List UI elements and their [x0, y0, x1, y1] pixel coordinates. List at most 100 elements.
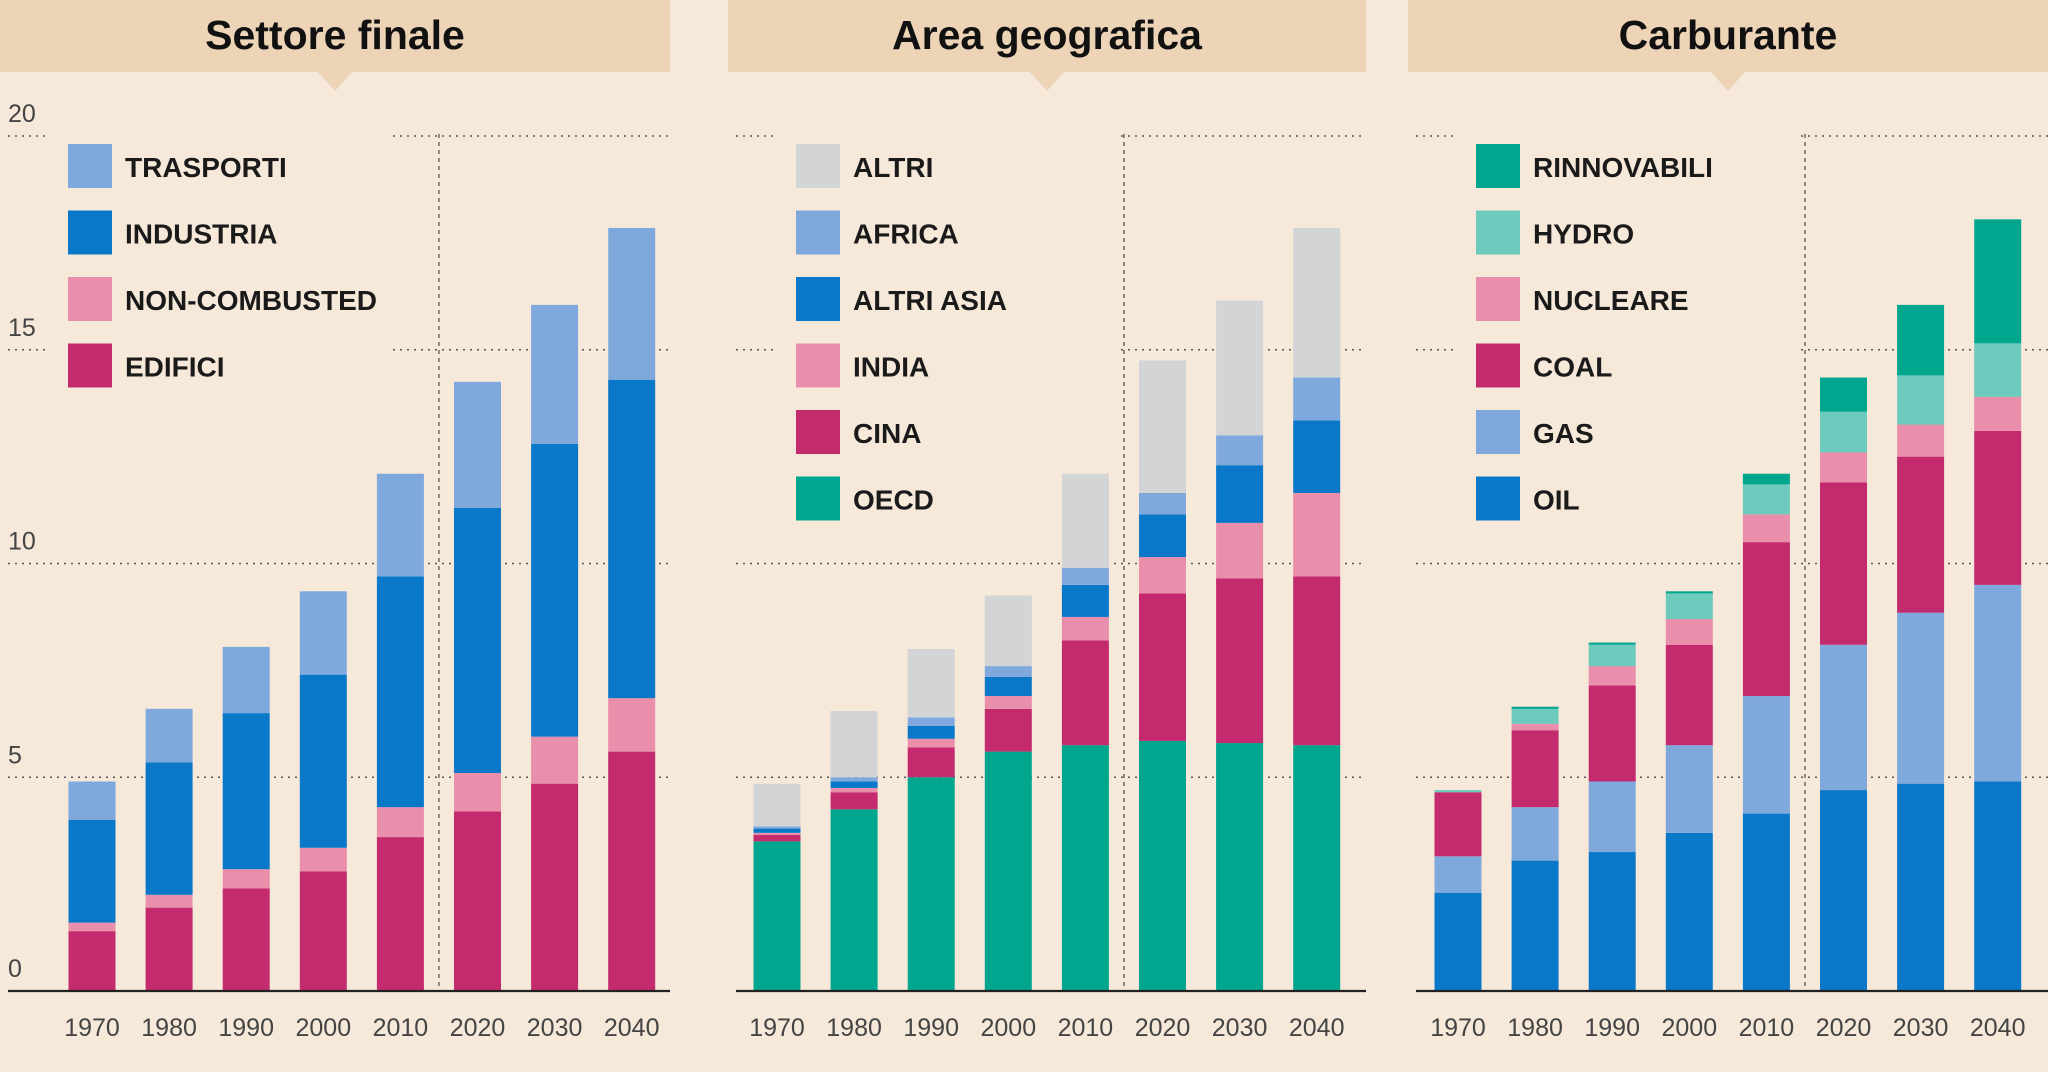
bar-segment [1665, 591, 1713, 594]
bar-segment [753, 826, 801, 829]
bar-segment [68, 931, 116, 991]
x-tick-label: 2040 [604, 1014, 660, 1042]
chart-panel-0: Settore finale 0 5 10 15 20 1970 1980 1990 2000 20… [0, 0, 670, 1042]
legend-backdrop [778, 130, 1118, 531]
bar-segment [1742, 514, 1790, 543]
bar-segment [753, 834, 801, 842]
bar-segment [1216, 465, 1264, 523]
x-tick-label: 2030 [1893, 1014, 1949, 1042]
bar-segment [376, 473, 424, 577]
legend-label: AFRICA [853, 219, 959, 250]
legend-label: ALTRI ASIA [853, 285, 1007, 316]
legend-swatch [68, 343, 112, 388]
bar-segment [222, 713, 270, 870]
bar-segment [1820, 377, 1867, 412]
x-tick-label: 1990 [218, 1014, 274, 1042]
bar-segment [1434, 856, 1482, 893]
bar-segment [1511, 706, 1559, 709]
legend-swatch [796, 210, 840, 255]
bar-segment [1820, 644, 1867, 791]
bar-segment [1588, 642, 1636, 645]
bar-segment [1511, 807, 1559, 861]
bar-segment [454, 811, 501, 991]
chart-panel-1: Area geografica 1970 1980 1990 2000 2010 2020 2… [728, 0, 1366, 1042]
bar-segment [1434, 790, 1482, 793]
bar-segment [531, 304, 579, 444]
bar-segment [830, 792, 878, 810]
legend-label: OIL [1533, 485, 1580, 516]
legend-backdrop [1458, 130, 1798, 531]
bar-segment [1742, 696, 1790, 814]
bar-segment [1434, 792, 1482, 857]
legend-label: OECD [853, 485, 934, 516]
bar-segment [145, 708, 193, 763]
bar-segment [1588, 644, 1636, 667]
bar-segment [1742, 484, 1790, 515]
legend-label: CINA [853, 418, 921, 449]
legend-label: TRASPORTI [125, 152, 287, 183]
bar-segment [1665, 619, 1713, 645]
bar-segment [1897, 304, 1945, 376]
y-tick-label: 20 [8, 100, 36, 128]
bar-segment [1293, 576, 1341, 746]
bar-segment [1742, 813, 1790, 991]
bar-segment [1139, 492, 1186, 515]
bar-segment [1665, 644, 1713, 746]
bar-segment [984, 751, 1032, 991]
legend-swatch [796, 476, 840, 521]
bar-segment [454, 772, 501, 812]
bar-segment [1974, 343, 2022, 397]
bar-segment [1897, 424, 1945, 457]
legend-swatch [1476, 476, 1520, 521]
bar-segment [907, 717, 955, 726]
bar-segment [1061, 616, 1109, 641]
bar-segment [376, 576, 424, 808]
bar-segment [1665, 832, 1713, 991]
bar-segment [1897, 783, 1945, 991]
bar-segment [753, 783, 801, 827]
bar-segment [984, 595, 1032, 667]
bar-segment [299, 591, 347, 675]
bar-segment [1139, 557, 1186, 594]
x-tick-label: 2000 [295, 1014, 351, 1042]
legend-label: RINNOVABILI [1533, 152, 1713, 183]
legend-swatch [1476, 144, 1520, 188]
bar-segment [531, 736, 579, 784]
bar-segment [907, 738, 955, 748]
bar-segment [830, 809, 878, 991]
bar-segment [1588, 666, 1636, 686]
bar-segment [1511, 860, 1559, 991]
bar-segment [376, 807, 424, 838]
y-tick-label: 15 [8, 314, 36, 342]
legend-label: HYDRO [1533, 219, 1634, 250]
bar-segment [1139, 593, 1186, 741]
bar-segment [1216, 522, 1264, 579]
bar-segment [1665, 593, 1713, 620]
bar-segment [1974, 430, 2022, 585]
legend-swatch [1476, 210, 1520, 255]
x-tick-label: 1990 [903, 1014, 959, 1042]
bar-segment [1511, 723, 1559, 731]
bar-segment [1974, 584, 2022, 782]
bar-segment [145, 907, 193, 991]
bar-segment [145, 894, 193, 908]
legend-swatch [1476, 343, 1520, 388]
x-tick-label: 2020 [450, 1014, 506, 1042]
legend-label: NUCLEARE [1533, 285, 1689, 316]
bar-segment [1061, 745, 1109, 991]
legend-label: GAS [1533, 418, 1594, 449]
bar-segment [1061, 584, 1109, 617]
x-tick-label: 2030 [1212, 1014, 1268, 1042]
bar-segment [531, 783, 579, 991]
bar-segment [830, 710, 878, 778]
legend-swatch [68, 210, 112, 255]
bar-segment [1293, 492, 1341, 577]
legend-label: COAL [1533, 352, 1612, 383]
bar-segment [1216, 435, 1264, 466]
bar-segment [1216, 300, 1264, 436]
x-tick-label: 1970 [749, 1014, 805, 1042]
bar-segment [1820, 790, 1867, 991]
bar-segment [1511, 708, 1559, 724]
bar-segment [1897, 456, 1945, 613]
